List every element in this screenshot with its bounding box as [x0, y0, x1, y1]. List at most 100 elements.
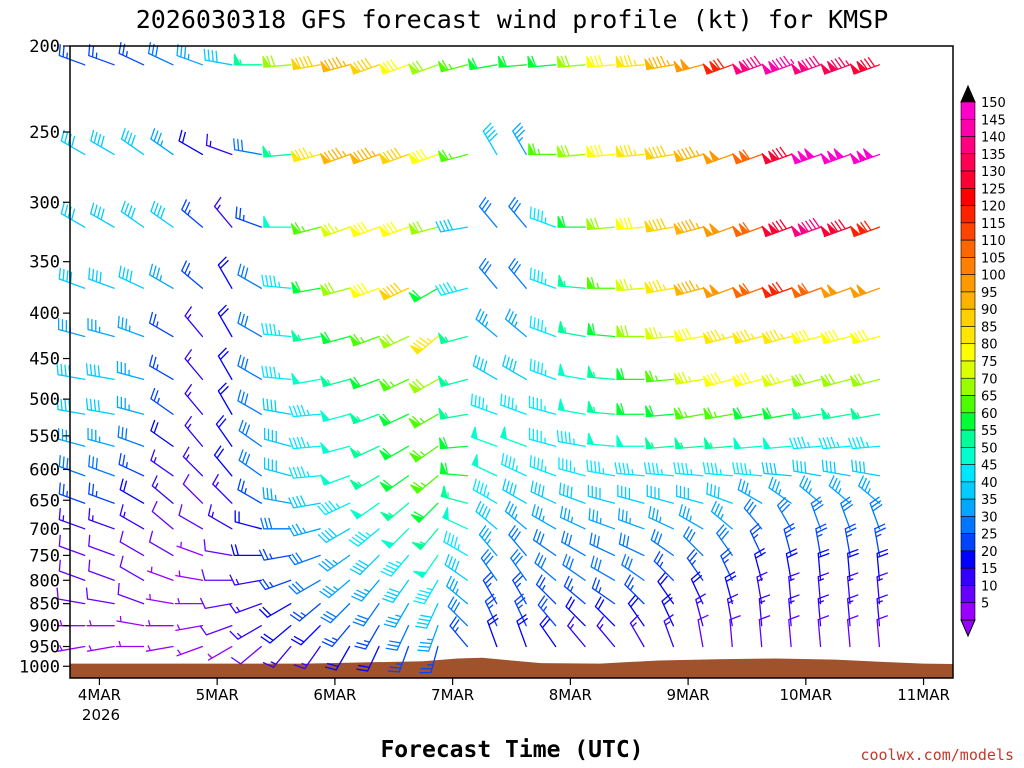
- barb-full: [516, 614, 527, 622]
- barb-full: [754, 547, 765, 555]
- barb-staff: [557, 440, 586, 447]
- wind-barb: [720, 547, 733, 581]
- barb-full: [748, 504, 757, 515]
- barb-full: [529, 455, 532, 467]
- barb-staff: [150, 138, 174, 156]
- barb-staff: [502, 365, 527, 381]
- barb-staff: [472, 365, 498, 381]
- barb-full: [412, 61, 420, 73]
- barb-pennant: [761, 332, 772, 345]
- barb-half: [448, 153, 453, 159]
- barb-full: [470, 393, 474, 406]
- barb-half: [665, 621, 671, 626]
- barb-full: [244, 267, 249, 279]
- barb-staff: [57, 438, 86, 447]
- barb-full: [740, 462, 744, 475]
- barb-full: [478, 257, 487, 268]
- barb-full: [352, 565, 364, 573]
- barb-half: [515, 465, 518, 472]
- barb-half: [187, 270, 191, 277]
- barb-staff: [846, 618, 851, 648]
- wind-barb: [644, 145, 675, 160]
- wind-barb: [615, 54, 645, 68]
- barb-staff: [444, 564, 469, 581]
- barb-full: [765, 462, 769, 474]
- barb-half: [514, 513, 518, 520]
- barb-staff: [729, 618, 733, 648]
- barb-half: [721, 333, 726, 339]
- barb-full: [512, 360, 517, 373]
- wind-barb: [119, 555, 145, 581]
- barb-full: [531, 504, 536, 516]
- barb-staff: [86, 374, 115, 381]
- barb-full: [420, 614, 432, 618]
- barb-full: [85, 587, 89, 600]
- barb-half: [388, 512, 394, 517]
- wind-barb: [703, 407, 733, 420]
- barb-staff: [57, 645, 86, 652]
- barb-full: [484, 125, 494, 135]
- wind-barb: [792, 459, 822, 477]
- wind-barb: [260, 517, 292, 530]
- barb-staff: [844, 528, 851, 557]
- barb-full: [517, 617, 529, 626]
- barb-staff: [390, 554, 410, 577]
- barb-pennant: [615, 218, 624, 231]
- barb-staff: [617, 495, 645, 504]
- barb-half: [419, 541, 426, 545]
- barb-full: [620, 368, 625, 380]
- barb-staff: [269, 625, 292, 644]
- barb-staff: [88, 570, 115, 581]
- barb-half: [300, 612, 306, 617]
- barb-half: [564, 327, 567, 334]
- wind-barb: [790, 283, 822, 299]
- barb-staff: [675, 472, 704, 477]
- barb-full: [537, 318, 540, 331]
- wind-barb: [703, 437, 733, 450]
- barb-full: [512, 484, 517, 496]
- barb-half: [847, 578, 854, 582]
- barb-pennant: [349, 63, 361, 75]
- barb-staff: [763, 472, 792, 477]
- barb-staff: [720, 555, 733, 581]
- barb-full: [816, 527, 828, 534]
- barb-pennant: [587, 365, 595, 379]
- barb-full: [538, 508, 543, 520]
- wind-barb: [648, 506, 675, 530]
- barb-pennant: [732, 225, 743, 238]
- barb-full: [622, 534, 626, 546]
- barb-full: [677, 372, 684, 384]
- barb-full: [537, 595, 546, 606]
- barb-staff: [423, 579, 439, 605]
- barb-full: [802, 477, 809, 489]
- wind-barb: [849, 148, 881, 165]
- wind-barb: [663, 614, 675, 648]
- wind-barb: [556, 430, 586, 447]
- y-tick-label: 400: [29, 304, 60, 324]
- barb-staff: [148, 274, 174, 289]
- barb-full: [685, 508, 690, 520]
- barb-pennant: [709, 150, 721, 162]
- wind-barb: [702, 284, 733, 299]
- wind-barb: [150, 419, 174, 447]
- barb-pennant: [381, 539, 395, 549]
- barb-full: [415, 60, 424, 71]
- barb-full: [798, 330, 806, 341]
- barb-full: [514, 125, 524, 135]
- barb-full: [622, 462, 626, 475]
- barb-pennant: [797, 284, 809, 296]
- x-tick-label: 10MAR: [779, 686, 832, 704]
- wind-barb: [820, 219, 851, 238]
- wind-barb: [290, 222, 321, 235]
- barb-half: [235, 606, 241, 612]
- x-tick-label: 9MAR: [667, 686, 710, 704]
- barb-full: [294, 149, 302, 160]
- wind-barb: [237, 263, 262, 289]
- barb-full: [60, 398, 63, 411]
- wind-barb: [443, 530, 469, 557]
- barb-full: [598, 54, 604, 67]
- wind-barb: [732, 283, 763, 299]
- colorbar-swatch: [960, 516, 976, 534]
- barb-full: [511, 313, 518, 325]
- barb-staff: [58, 493, 86, 504]
